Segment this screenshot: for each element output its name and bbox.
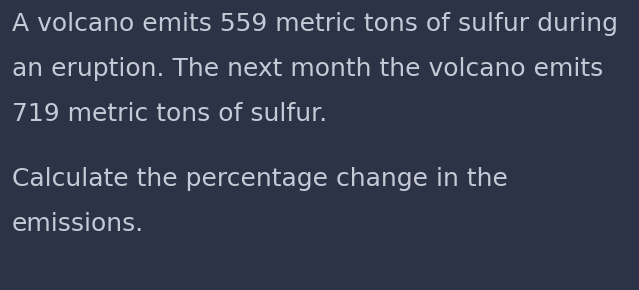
Text: 719 metric tons of sulfur.: 719 metric tons of sulfur. bbox=[12, 102, 327, 126]
Text: A volcano emits 559 metric tons of sulfur during: A volcano emits 559 metric tons of sulfu… bbox=[12, 12, 617, 36]
Text: emissions.: emissions. bbox=[12, 212, 144, 236]
Text: an eruption. The next month the volcano emits: an eruption. The next month the volcano … bbox=[12, 57, 603, 81]
Text: Calculate the percentage change in the: Calculate the percentage change in the bbox=[12, 167, 507, 191]
